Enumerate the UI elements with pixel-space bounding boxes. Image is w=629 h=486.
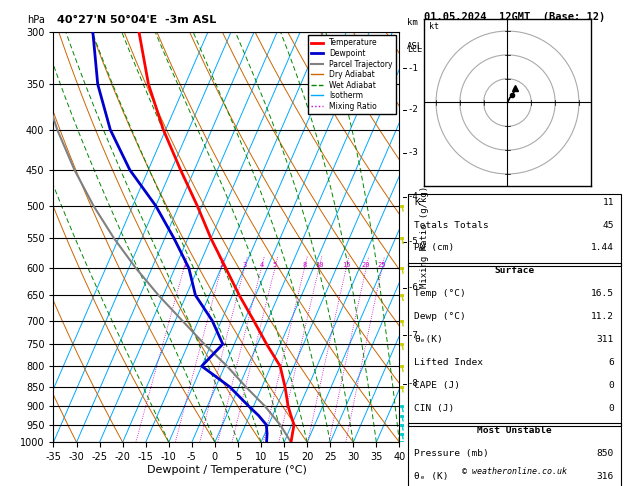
Text: 11: 11 <box>603 198 614 207</box>
Text: θₑ(K): θₑ(K) <box>415 335 443 344</box>
Text: ASL: ASL <box>408 42 423 51</box>
Text: -8: -8 <box>408 380 418 388</box>
Text: Surface: Surface <box>494 266 534 276</box>
Text: θₑ (K): θₑ (K) <box>415 472 449 481</box>
Text: 2: 2 <box>219 262 223 268</box>
Text: Dewp (°C): Dewp (°C) <box>415 312 466 321</box>
Text: 4: 4 <box>259 262 264 268</box>
Text: 15: 15 <box>342 262 350 268</box>
Text: 3: 3 <box>242 262 247 268</box>
Bar <box>408 423 621 486</box>
Text: 11.2: 11.2 <box>591 312 614 321</box>
Text: 25: 25 <box>378 262 386 268</box>
Bar <box>408 263 621 426</box>
Text: PW (cm): PW (cm) <box>415 243 455 252</box>
Text: -4: -4 <box>408 192 418 201</box>
Text: 10: 10 <box>314 262 323 268</box>
Text: 5: 5 <box>273 262 277 268</box>
Text: 0: 0 <box>608 381 614 390</box>
Text: Mixing Ratio (g/kg): Mixing Ratio (g/kg) <box>420 186 430 288</box>
Text: -1: -1 <box>408 64 418 72</box>
Text: hPa: hPa <box>28 16 45 25</box>
Text: Lifted Index: Lifted Index <box>415 358 483 367</box>
Text: CAPE (J): CAPE (J) <box>415 381 460 390</box>
Text: 20: 20 <box>362 262 370 268</box>
Text: -2: -2 <box>408 105 418 114</box>
Text: K: K <box>415 198 420 207</box>
Text: 1.44: 1.44 <box>591 243 614 252</box>
X-axis label: Dewpoint / Temperature (°C): Dewpoint / Temperature (°C) <box>147 465 306 475</box>
Text: 1: 1 <box>182 262 186 268</box>
Text: Pressure (mb): Pressure (mb) <box>415 449 489 458</box>
Bar <box>408 194 621 266</box>
Text: LCL: LCL <box>408 45 422 53</box>
Text: 40°27'N 50°04'E  -3m ASL: 40°27'N 50°04'E -3m ASL <box>57 16 216 25</box>
Text: 16.5: 16.5 <box>591 289 614 298</box>
Text: CIN (J): CIN (J) <box>415 403 455 413</box>
Text: Most Unstable: Most Unstable <box>477 426 552 435</box>
Legend: Temperature, Dewpoint, Parcel Trajectory, Dry Adiabat, Wet Adiabat, Isotherm, Mi: Temperature, Dewpoint, Parcel Trajectory… <box>308 35 396 114</box>
Text: Totals Totals: Totals Totals <box>415 221 489 229</box>
Text: 8: 8 <box>303 262 306 268</box>
Text: 0: 0 <box>608 403 614 413</box>
Text: 311: 311 <box>597 335 614 344</box>
Text: 6: 6 <box>608 358 614 367</box>
Text: -3: -3 <box>408 148 418 157</box>
Text: 316: 316 <box>597 472 614 481</box>
Text: -5: -5 <box>408 237 418 246</box>
Text: © weatheronline.co.uk: © weatheronline.co.uk <box>462 468 567 476</box>
Text: Temp (°C): Temp (°C) <box>415 289 466 298</box>
Text: km: km <box>408 18 418 28</box>
Text: -7: -7 <box>408 330 418 340</box>
Text: 45: 45 <box>603 221 614 229</box>
Text: kt: kt <box>429 22 439 31</box>
Text: 850: 850 <box>597 449 614 458</box>
Text: 01.05.2024  12GMT  (Base: 12): 01.05.2024 12GMT (Base: 12) <box>423 12 605 22</box>
Text: -6: -6 <box>408 283 418 292</box>
